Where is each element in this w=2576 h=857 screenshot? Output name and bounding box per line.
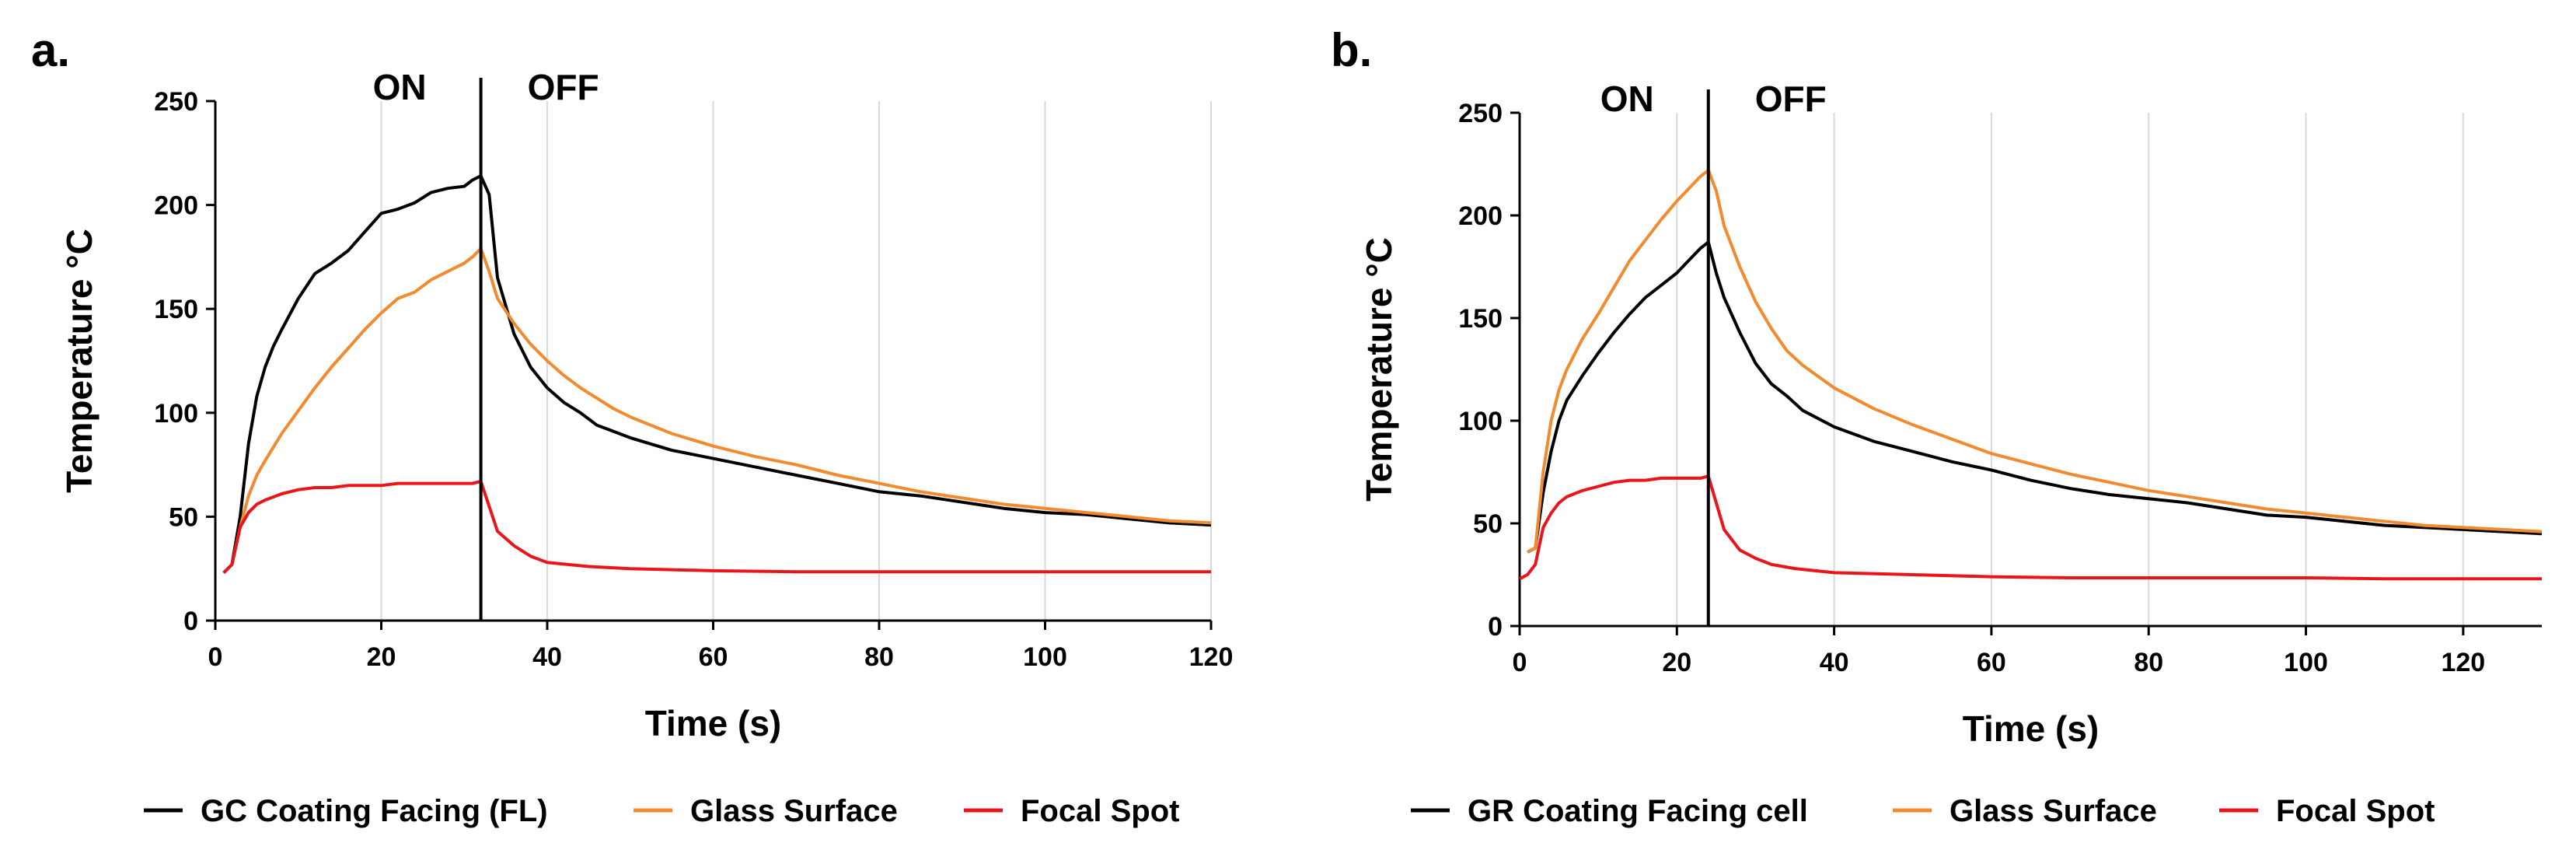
legend-label-focal-spot: Focal Spot [2276, 794, 2435, 828]
y-axis-title: Temperature °C [1359, 237, 1399, 502]
x-tick-label-20: 20 [367, 642, 396, 672]
y-tick-label-0: 0 [1488, 612, 1503, 642]
x-tick-label-40: 40 [1820, 648, 1849, 677]
legend-label-glass-surface: Glass Surface [1949, 794, 2157, 828]
y-tick-label-50: 50 [169, 502, 198, 532]
x-tick-label-0: 0 [1513, 648, 1527, 677]
x-axis-title: Time (s) [1963, 708, 2100, 749]
x-tick-label-100: 100 [2284, 648, 2328, 677]
y-tick-label-100: 100 [154, 399, 198, 428]
y-tick-label-250: 250 [154, 87, 198, 117]
series-line-focal-spot [1519, 474, 2542, 581]
off-label: OFF [1755, 79, 1827, 119]
y-tick-label-100: 100 [1458, 407, 1503, 436]
x-tick-label-80: 80 [2134, 648, 2163, 677]
off-label: OFF [528, 67, 599, 107]
series-line-glass-surface [1527, 168, 2543, 554]
y-tick-label-200: 200 [1458, 201, 1503, 231]
x-tick-label-20: 20 [1662, 648, 1691, 677]
y-tick-label-150: 150 [154, 295, 198, 324]
x-tick-label-40: 40 [532, 642, 562, 672]
y-axis-title: Temperature °C [59, 229, 99, 493]
chart-panel-b: 0 50 100 150 200 250 0 20 40 60 80 100 120 Time (s) Te… [1331, 24, 2543, 828]
legend-label-gc-coating-facing-fl: GC Coating Facing (FL) [201, 794, 548, 828]
y-tick-label-200: 200 [154, 191, 198, 221]
legend-label-glass-surface: Glass Surface [690, 794, 898, 828]
x-tick-label-100: 100 [1023, 642, 1067, 672]
on-label: ON [373, 67, 427, 107]
y-tick-label-0: 0 [183, 607, 198, 636]
panel-label: a. [31, 24, 70, 76]
x-tick-label-120: 120 [2441, 648, 2485, 677]
chart-panel-a: 0 50 100 150 200 250 0 20 40 60 80 100 120 Time (s) Te… [31, 24, 1233, 828]
y-tick-label-250: 250 [1458, 99, 1503, 128]
on-label: ON [1600, 79, 1654, 119]
x-tick-label-60: 60 [1977, 648, 2006, 677]
x-tick-label-80: 80 [864, 642, 894, 672]
series-line-gc-coating-facing-fl [222, 174, 1212, 574]
x-tick-label-60: 60 [699, 642, 728, 672]
series-line-gr-coating-facing-cell [1527, 240, 2543, 554]
legend-label-gr-coating-facing-cell: GR Coating Facing cell [1468, 794, 1808, 828]
series-line-focal-spot [222, 480, 1211, 574]
y-tick-label-50: 50 [1473, 509, 1503, 539]
legend-label-focal-spot: Focal Spot [1021, 794, 1179, 828]
series-line-glass-surface [222, 247, 1212, 574]
x-axis-title: Time (s) [645, 703, 782, 743]
y-tick-label-150: 150 [1458, 304, 1503, 334]
x-tick-label-120: 120 [1189, 642, 1234, 672]
x-tick-label-0: 0 [208, 642, 223, 672]
panel-label: b. [1331, 24, 1372, 76]
